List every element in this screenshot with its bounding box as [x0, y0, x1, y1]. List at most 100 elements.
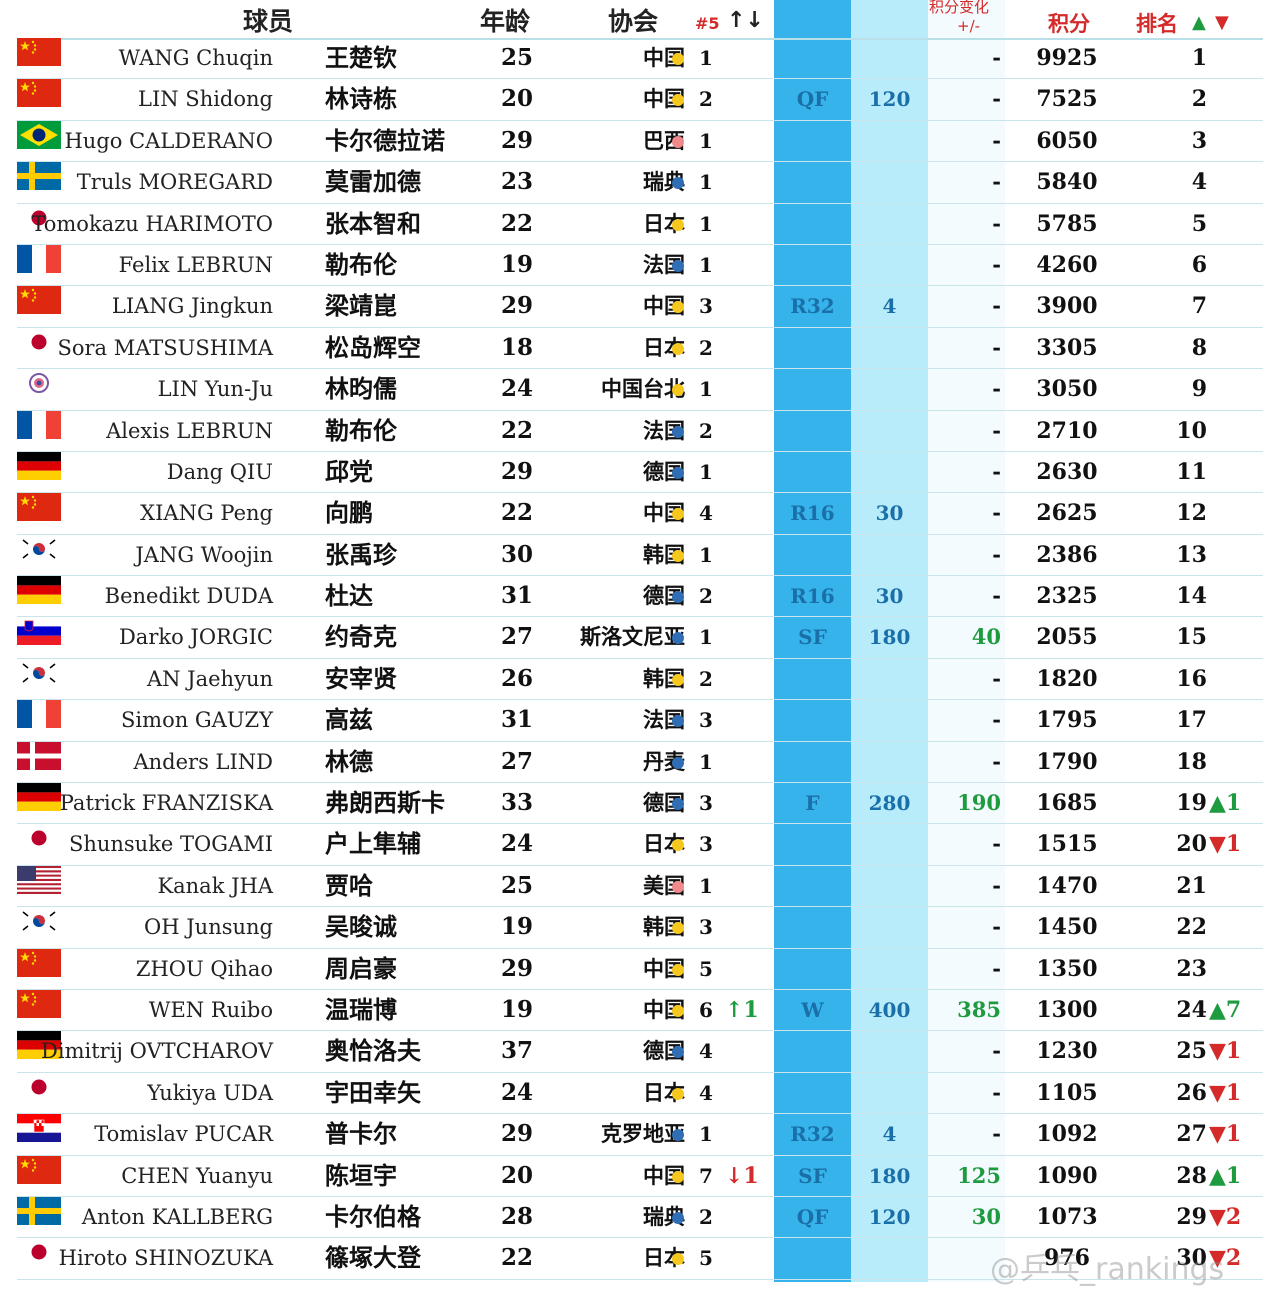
association-dot-icon [672, 1046, 684, 1059]
player-age: 29 [500, 126, 533, 154]
points-change: 40 [971, 624, 1001, 650]
flag-cn-icon [17, 38, 61, 66]
player-name-cn: 林诗栋 [325, 85, 397, 114]
association-rank: 1 [699, 625, 713, 650]
stage-points [851, 700, 928, 740]
player-name-en: Sora MATSUSHIMA [57, 335, 273, 360]
association-dot-icon [672, 673, 684, 686]
points-change: 385 [957, 996, 1001, 1022]
player-name-cn: 安宰贤 [325, 664, 397, 693]
points-change: - [992, 417, 1001, 443]
stage-points: 120 [868, 1204, 911, 1229]
points-change: 125 [957, 1162, 1001, 1188]
total-points: 1450 [1036, 914, 1098, 941]
world-rank: 8 [1191, 334, 1207, 361]
stage-points [851, 742, 928, 782]
stage-points [851, 1031, 928, 1071]
flag-hr-icon [17, 1114, 61, 1143]
stage-points [851, 866, 928, 906]
association-dot-icon [672, 715, 684, 728]
player-age: 33 [500, 789, 533, 817]
stage-points [851, 204, 928, 244]
stage-points [851, 535, 928, 575]
total-points: 976 [1044, 1245, 1090, 1272]
total-points: 1470 [1036, 872, 1098, 899]
player-name-cn: 卡尔德拉诺 [325, 126, 445, 155]
flag-kr-icon [17, 534, 61, 563]
stage-result: R16 [790, 501, 835, 526]
stage-points [851, 452, 928, 492]
association-rank: 3 [699, 832, 713, 857]
player-name-cn: 莫雷加德 [325, 168, 421, 197]
player-age: 29 [500, 457, 533, 485]
player-age: 29 [500, 954, 533, 982]
association-dot-icon [672, 1087, 684, 1100]
world-rank: 19 [1176, 790, 1207, 817]
total-points: 3050 [1036, 376, 1098, 403]
player-name-en: LIN Yun-Ju [157, 377, 273, 402]
total-points: 1105 [1036, 1079, 1098, 1106]
player-age: 22 [500, 209, 533, 237]
association-rank: 1 [699, 542, 713, 567]
player-age: 18 [500, 333, 533, 361]
player-name-cn: 约奇克 [325, 623, 397, 652]
player-name-en: Kanak JHA [157, 873, 273, 898]
stage-points: 30 [875, 584, 904, 609]
world-rank: 2 [1191, 86, 1207, 113]
world-rank: 25 [1176, 1038, 1207, 1065]
stage-result [774, 535, 851, 575]
world-rank: 10 [1176, 417, 1207, 444]
stage-result: SF [798, 625, 827, 650]
total-points: 3900 [1036, 293, 1098, 320]
stage-points: 4 [882, 1122, 897, 1147]
stage-points [851, 121, 928, 161]
total-points: 5840 [1036, 169, 1098, 196]
player-name-en: ZHOU Qihao [135, 956, 273, 981]
player-age: 19 [500, 995, 533, 1023]
player-name-en: WANG Chuqin [118, 46, 273, 70]
total-points: 7525 [1036, 86, 1098, 113]
player-association: 克罗地亚 [601, 1122, 685, 1147]
association-rank: 5 [699, 1246, 713, 1271]
watermark: @乒乓_rankings [990, 1252, 1225, 1287]
world-rank-change: ▲1 [1209, 1162, 1242, 1189]
table-row: Sora MATSUSHIMA 松岛辉空 18 日本 2 - 3305 8 [17, 327, 1263, 370]
total-points: 2625 [1036, 500, 1098, 527]
association-rank: 4 [699, 501, 713, 526]
header-change-sub: +/- [957, 17, 981, 35]
points-change: - [992, 251, 1001, 277]
player-name-en: LIN Shidong [138, 87, 273, 112]
change-column-band [928, 0, 1005, 1282]
table-row: LIANG Jingkun 梁靖崑 29 中国 3 R32 4 - 3900 7 [17, 286, 1263, 328]
player-age: 31 [500, 706, 533, 734]
stage-result [774, 700, 851, 740]
points-change: - [992, 293, 1001, 319]
flag-se-icon [17, 162, 61, 191]
player-name-cn: 奥恰洛夫 [325, 1037, 421, 1066]
total-points: 2710 [1036, 417, 1098, 444]
player-name-en: Anton KALLBERG [81, 1204, 273, 1229]
flag-cn-icon [17, 1155, 61, 1184]
stage-result [774, 162, 851, 202]
stage-result [774, 742, 851, 782]
player-name-en: JANG Woojin [135, 542, 273, 567]
association-dot-icon [672, 632, 684, 645]
flag-de-icon [17, 1031, 61, 1060]
player-name-cn: 杜达 [325, 582, 373, 611]
flag-de-icon [17, 783, 61, 812]
association-rank: 3 [699, 708, 713, 733]
association-dot-icon [672, 1253, 684, 1266]
association-dot-icon [672, 466, 684, 479]
association-dot-icon [672, 425, 684, 438]
association-dot-icon [672, 301, 684, 314]
player-association: 斯洛文尼亚 [580, 625, 685, 650]
stage-points [851, 1073, 928, 1113]
player-name-cn: 高兹 [325, 706, 373, 735]
stage-result [774, 824, 851, 864]
world-rank: 1 [1191, 45, 1207, 71]
player-name-cn: 松岛辉空 [325, 333, 421, 362]
player-name-en: Hiroto SHINOZUKA [58, 1246, 273, 1271]
stage-result: QF [796, 87, 829, 112]
association-rank: 6 [699, 997, 713, 1022]
flag-cn-icon [17, 286, 61, 315]
